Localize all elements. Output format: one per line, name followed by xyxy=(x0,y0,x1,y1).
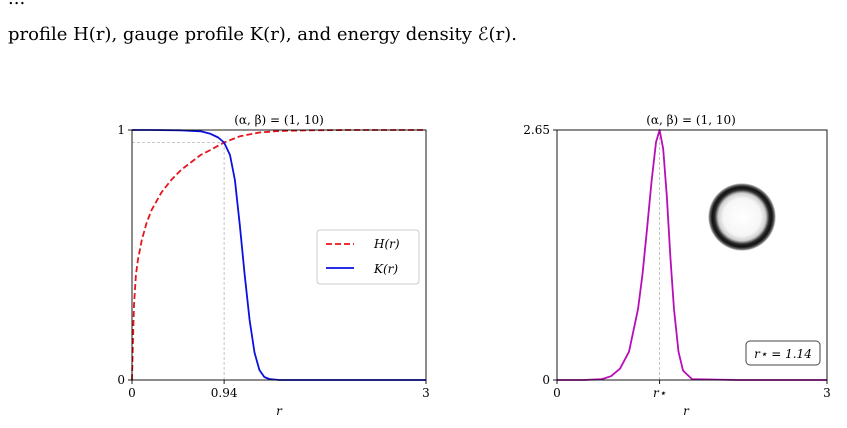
right-x-ticks: 0 r⋆ 3 xyxy=(553,380,831,400)
figure-caption: ... profile H(r), gauge profile K(r), an… xyxy=(4,0,847,50)
left-reference-lines xyxy=(132,142,225,380)
right-panel-title: (α, β) = (1, 10) xyxy=(646,113,736,127)
right-x-tick-label: 0 xyxy=(553,386,561,400)
caption-line-2: profile H(r), gauge profile K(r), and en… xyxy=(8,24,517,45)
right-x-axis-label: r xyxy=(683,404,690,418)
left-y-tick-label: 1 xyxy=(117,123,125,137)
left-panel: (α, β) = (1, 10) 0 0.94 3 01 r H(r) K(r) xyxy=(117,113,429,418)
left-x-tick-label: 0 xyxy=(128,386,136,400)
right-x-tick-label: 3 xyxy=(823,386,831,400)
right-panel: (α, β) = (1, 10) 0 r⋆ 3 02.65 r r⋆ = 1.14 xyxy=(523,113,831,418)
left-plot-frame xyxy=(131,129,427,381)
right-series-layer xyxy=(557,129,827,381)
left-panel-title: (α, β) = (1, 10) xyxy=(234,113,324,127)
left-series-line-h xyxy=(131,129,426,381)
right-x-tick-label: r⋆ xyxy=(653,386,667,400)
left-x-tick-label: 0.94 xyxy=(211,386,238,400)
right-plot-frame xyxy=(556,129,828,381)
annotation-text: r⋆ = 1.14 xyxy=(754,347,812,361)
right-y-tick-label: 2.65 xyxy=(523,123,550,137)
left-x-axis-label: r xyxy=(276,404,283,418)
left-x-ticks: 0 0.94 3 xyxy=(128,380,430,400)
r-star-annotation: r⋆ = 1.14 xyxy=(745,340,821,366)
legend-label-k: K(r) xyxy=(373,262,398,276)
caption-line-1: ... xyxy=(8,0,25,10)
ring-inset-image xyxy=(708,183,776,251)
annotation-box xyxy=(745,340,821,366)
right-y-ticks: 02.65 xyxy=(523,123,557,387)
left-y-tick-label: 0 xyxy=(117,373,125,387)
left-legend: H(r) K(r) xyxy=(316,229,420,285)
right-series-line-0 xyxy=(557,129,827,381)
ring-inset-circle xyxy=(708,183,776,251)
legend-box xyxy=(316,229,420,285)
legend-label-h: H(r) xyxy=(373,237,400,251)
left-x-tick-label: 3 xyxy=(422,386,430,400)
left-y-ticks: 01 xyxy=(117,123,132,387)
right-y-tick-label: 0 xyxy=(542,373,550,387)
